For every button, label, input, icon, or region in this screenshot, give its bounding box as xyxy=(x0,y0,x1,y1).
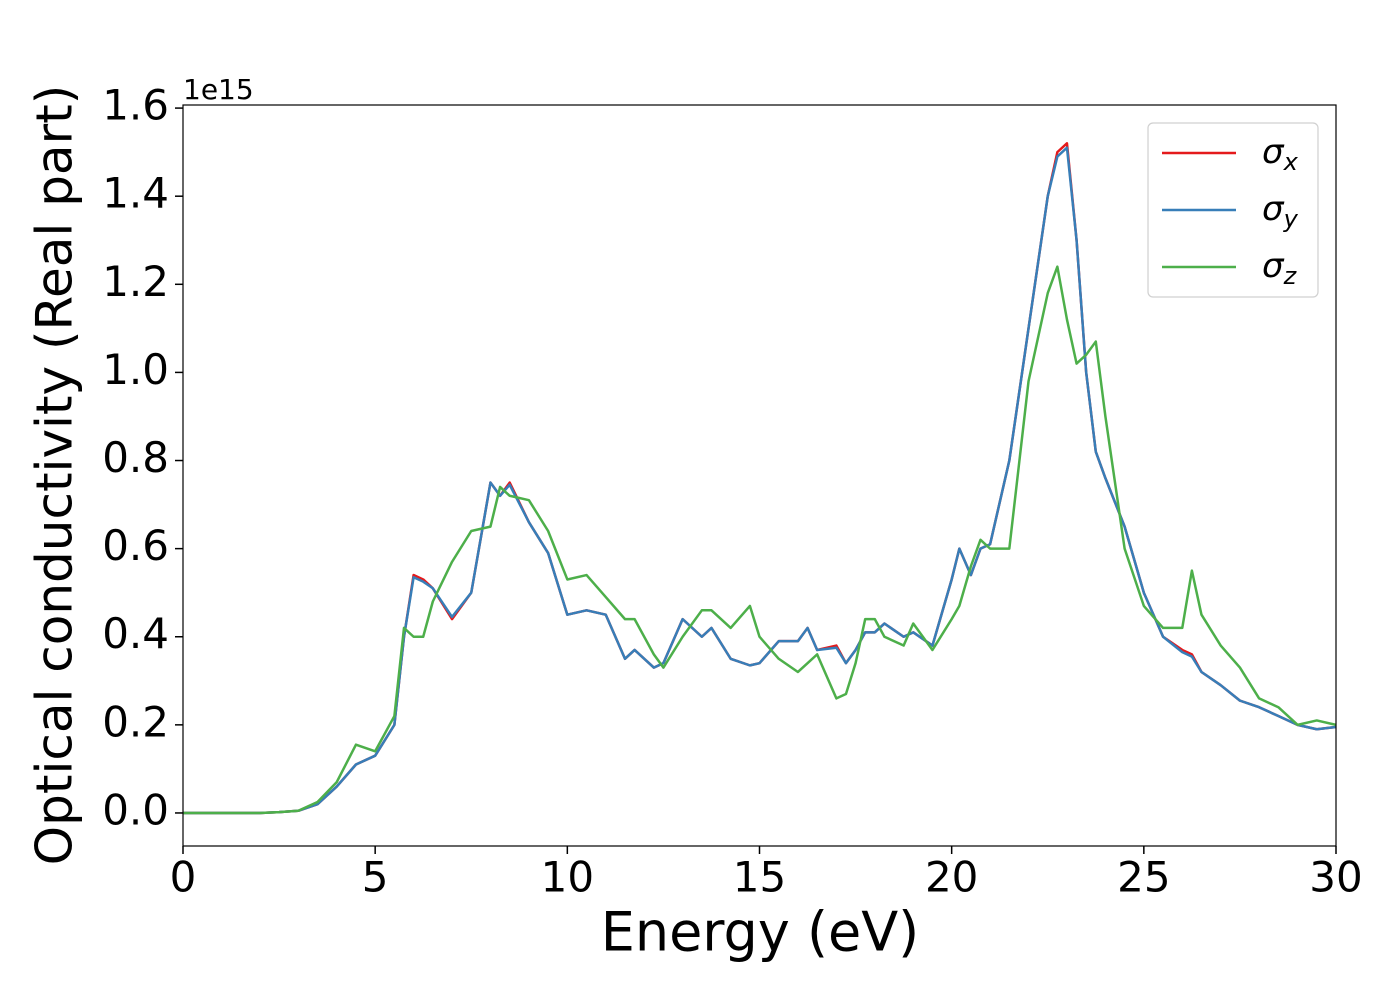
y-tick-label: 0.8 xyxy=(102,433,169,482)
x-tick-label: 5 xyxy=(362,853,389,902)
y-tick-label: 1.0 xyxy=(102,345,169,394)
offset-label: 1e15 xyxy=(183,73,254,106)
y-tick-label: 0.4 xyxy=(102,609,169,658)
y-axis-label: Optical conductivity (Real part) xyxy=(26,85,84,866)
series-line xyxy=(183,265,1337,815)
legend-label: σz xyxy=(1262,246,1298,291)
y-tick-label: 0.6 xyxy=(102,521,169,570)
legend-label: σy xyxy=(1262,189,1299,234)
plot-frame xyxy=(182,104,1337,847)
y-tick-label: 1.4 xyxy=(102,169,169,218)
y-tick-label: 1.6 xyxy=(102,81,169,130)
x-axis-label: Energy (eV) xyxy=(601,901,920,964)
y-tick-label: 0.0 xyxy=(102,785,169,834)
x-tick-label: 25 xyxy=(1117,853,1170,902)
x-tick-label: 15 xyxy=(733,853,786,902)
x-tick-label: 10 xyxy=(541,853,594,902)
x-tick-label: 0 xyxy=(170,853,197,902)
legend-label: σx xyxy=(1262,132,1299,177)
y-tick-label: 1.2 xyxy=(102,257,169,306)
x-tick-label: 20 xyxy=(925,853,978,902)
series-line xyxy=(183,146,1337,815)
x-tick-label: 30 xyxy=(1309,853,1362,902)
y-tick-label: 0.2 xyxy=(102,697,169,746)
